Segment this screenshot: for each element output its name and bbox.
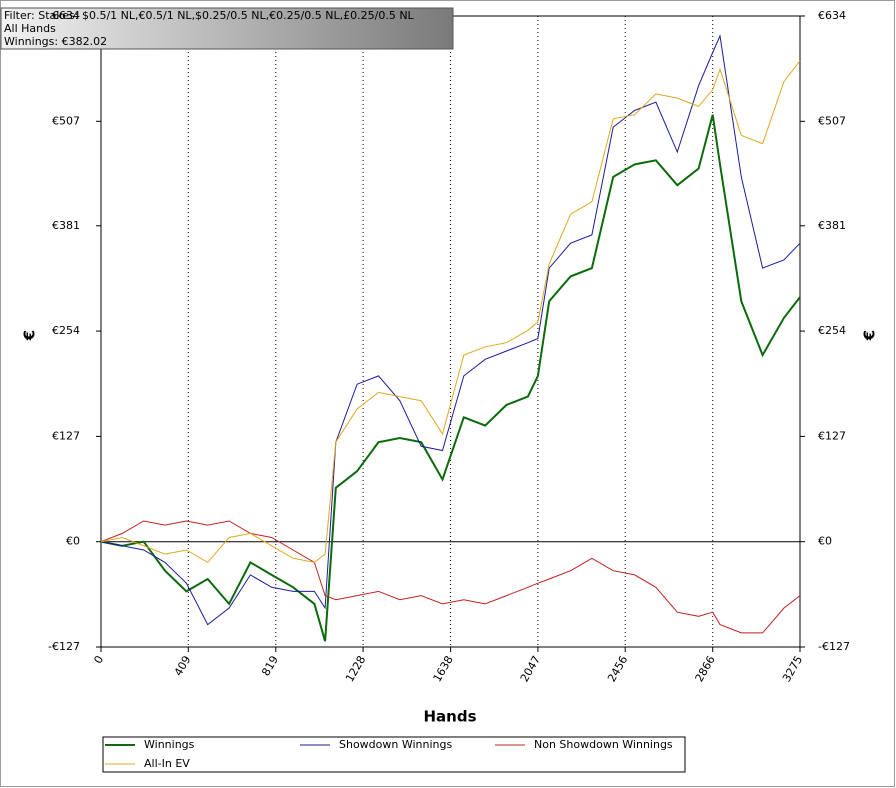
y-tick-label: €381 (52, 219, 80, 232)
series-line (100, 60, 801, 564)
series-line (100, 34, 801, 626)
y2-tick-label: €0 (818, 535, 832, 548)
info-line: Filter: Stakes: $0.5/1 NL,€0.5/1 NL,$0.2… (4, 9, 415, 22)
y2-tick-label: €381 (818, 219, 846, 232)
info-box (0, 7, 454, 50)
y-tick-label: €254 (52, 324, 80, 337)
plot (96, 15, 805, 652)
y-axis-label: € (21, 330, 39, 341)
y-tick-label: €507 (52, 114, 80, 127)
legend-label: Non Showdown Winnings (534, 738, 673, 751)
legend-label: Winnings (144, 738, 195, 751)
y2-tick-label: €634 (818, 9, 846, 22)
legend-label: Showdown Winnings (339, 738, 453, 751)
legend-label: All-In EV (144, 757, 190, 770)
y2-axis-label: € (861, 330, 879, 341)
series-line (100, 520, 801, 634)
y2-tick-label: €127 (818, 429, 846, 442)
y-tick-label: €0 (66, 535, 80, 548)
info-line: Winnings: €382.02 (4, 35, 107, 48)
y-tick-label: €127 (52, 429, 80, 442)
series-line (100, 114, 801, 642)
y2-tick-label: €254 (818, 324, 846, 337)
y-tick-label: -€127 (48, 640, 80, 653)
y-tick-label: €634 (52, 9, 80, 22)
y2-tick-label: €507 (818, 114, 846, 127)
y2-tick-label: -€127 (818, 640, 850, 653)
info-line: All Hands (4, 22, 56, 35)
legend (102, 736, 686, 773)
x-axis-label: Hands (423, 708, 476, 726)
